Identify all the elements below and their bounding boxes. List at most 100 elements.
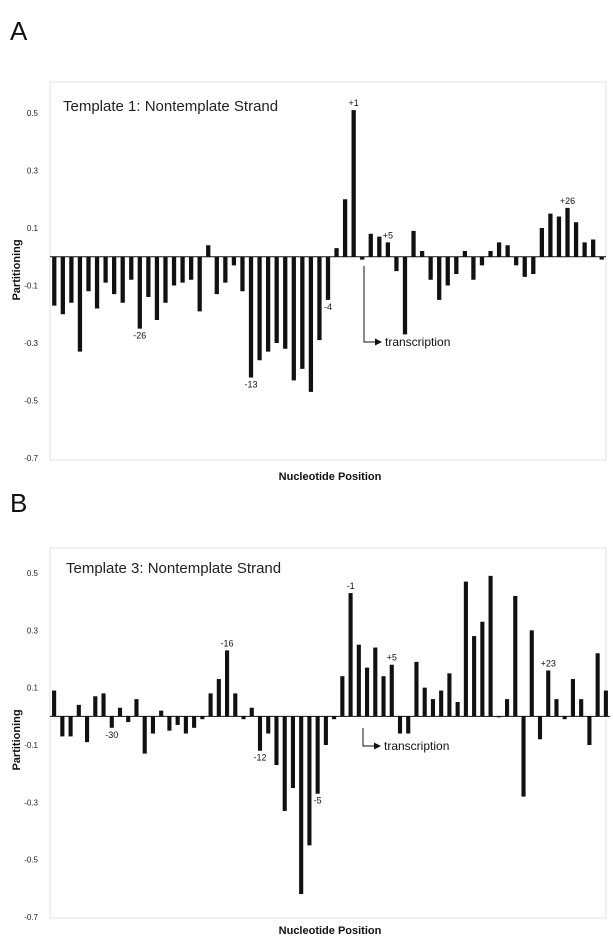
bar xyxy=(332,716,337,720)
bar xyxy=(522,256,527,277)
bar xyxy=(225,650,230,717)
chart-panel-b: Template 3: Nontemplate Strand Partition… xyxy=(11,547,610,937)
bar xyxy=(595,653,600,717)
bar xyxy=(192,716,197,728)
bar xyxy=(180,256,185,283)
bar xyxy=(342,199,348,257)
bar xyxy=(248,256,254,378)
bar xyxy=(377,236,382,257)
bar xyxy=(463,581,468,717)
bar xyxy=(430,699,435,717)
bar xyxy=(514,256,519,266)
bar xyxy=(365,667,370,717)
bar xyxy=(479,256,485,266)
transcription-label-a: transcription xyxy=(385,335,450,349)
position-label: +1 xyxy=(349,98,359,108)
bar xyxy=(175,716,180,725)
bar xyxy=(414,661,419,717)
bar xyxy=(266,716,271,734)
bar xyxy=(591,239,596,257)
bar xyxy=(521,716,526,797)
bar xyxy=(154,256,160,320)
y-tick-label: -0.1 xyxy=(24,741,38,750)
y-tick-label: -0.1 xyxy=(24,282,38,291)
y-tick-label: 0.3 xyxy=(27,626,39,635)
position-label: -26 xyxy=(133,331,146,341)
bar xyxy=(103,256,108,283)
bar xyxy=(334,248,339,257)
bar xyxy=(445,256,450,286)
bar xyxy=(68,716,73,737)
bar xyxy=(120,256,125,303)
transcription-arrow-b xyxy=(362,728,381,750)
bar xyxy=(233,693,238,717)
bar xyxy=(77,256,83,352)
bar xyxy=(167,716,172,731)
bar xyxy=(488,575,493,717)
panel-letter-a: A xyxy=(10,16,28,46)
position-label: +5 xyxy=(387,653,397,663)
y-tick-label: -0.3 xyxy=(24,339,38,348)
bar xyxy=(93,696,98,717)
position-label: -5 xyxy=(314,796,322,806)
bar xyxy=(406,716,411,734)
bar xyxy=(496,716,501,718)
position-label: +23 xyxy=(541,658,556,668)
bar xyxy=(447,673,452,717)
position-label: -1 xyxy=(347,581,355,591)
bar xyxy=(531,256,536,274)
bar xyxy=(52,690,57,717)
bar xyxy=(94,256,100,309)
bar xyxy=(368,233,373,257)
bar xyxy=(562,716,567,720)
y-ticks-b: 0.5 0.3 0.1 -0.1 -0.3 -0.5 -0.7 xyxy=(24,569,38,922)
position-labels-a: -26 -13 -4 +1 +5 +26 xyxy=(133,98,575,389)
bar xyxy=(419,251,425,257)
bar xyxy=(307,716,312,846)
bar xyxy=(150,716,155,734)
bar xyxy=(437,256,442,300)
bar xyxy=(274,716,279,766)
chart-panel-a: Template 1: Nontemplate Strand Partition… xyxy=(11,81,607,483)
bar xyxy=(539,228,544,257)
bar xyxy=(171,256,177,286)
bar xyxy=(283,256,288,349)
bar xyxy=(439,690,444,717)
bar xyxy=(69,256,74,303)
bar xyxy=(146,256,151,297)
bar xyxy=(402,256,408,335)
bar xyxy=(397,716,403,734)
bar xyxy=(52,256,57,306)
position-label: -12 xyxy=(253,753,266,763)
bar xyxy=(505,699,510,717)
y-tick-label: -0.3 xyxy=(24,798,38,807)
bar xyxy=(471,256,476,280)
bar xyxy=(537,716,543,740)
bar xyxy=(214,256,219,295)
bar xyxy=(183,716,188,734)
bar xyxy=(240,256,245,292)
chart-title-a: Template 1: Nontemplate Strand xyxy=(63,98,278,115)
bar xyxy=(142,716,147,754)
bar xyxy=(389,664,394,717)
bar xyxy=(373,647,378,717)
bar xyxy=(85,716,90,743)
bar xyxy=(548,213,553,257)
bar xyxy=(385,242,391,257)
bar xyxy=(257,716,263,751)
bar xyxy=(60,716,65,737)
y-axis-label-b: Partitioning xyxy=(11,709,23,770)
bar xyxy=(206,245,211,257)
panel-letter-b: B xyxy=(10,488,27,518)
chart-title-b: Template 3: Nontemplate Strand xyxy=(66,560,281,577)
position-label: -30 xyxy=(105,730,118,740)
bar xyxy=(454,256,459,274)
bar xyxy=(200,716,205,720)
bar xyxy=(299,716,304,895)
x-axis-label-b: Nucleotide Position xyxy=(279,925,382,937)
bar xyxy=(340,676,345,717)
bar xyxy=(348,593,353,717)
bar xyxy=(315,716,320,794)
y-tick-label: 0.5 xyxy=(27,109,39,118)
